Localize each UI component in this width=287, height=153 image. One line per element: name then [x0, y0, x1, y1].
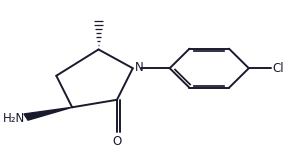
Text: N: N [135, 61, 144, 74]
Text: H₂N: H₂N [2, 112, 25, 125]
Text: O: O [112, 135, 122, 148]
Polygon shape [24, 107, 72, 120]
Text: Cl: Cl [273, 62, 284, 75]
